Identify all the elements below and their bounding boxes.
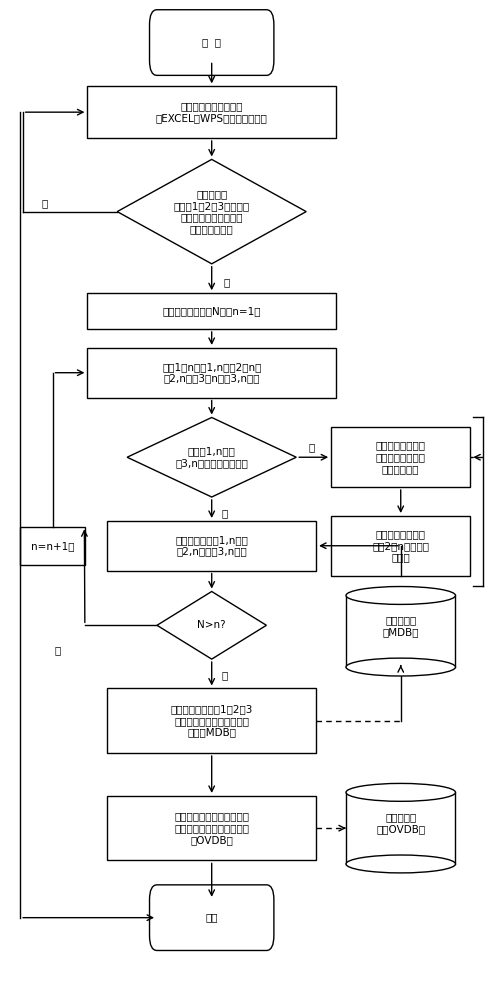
Bar bbox=[20, 527, 85, 565]
Text: 读取电子表格列数N，设n=1；: 读取电子表格列数N，设n=1； bbox=[162, 306, 261, 316]
Bar bbox=[88, 86, 336, 138]
Bar bbox=[331, 427, 470, 487]
Text: 判断（1,n）和
（3,n）是否同时为空？: 判断（1,n）和 （3,n）是否同时为空？ bbox=[175, 446, 248, 468]
Polygon shape bbox=[117, 159, 306, 264]
Ellipse shape bbox=[346, 658, 455, 676]
Polygon shape bbox=[127, 417, 296, 497]
Text: 读取1行n列（1,n）、2行n列
（2,n）和3行n列（3,n）；: 读取1行n列（1,n）、2行n列 （2,n）和3行n列（3,n）； bbox=[162, 362, 262, 384]
Text: 将用户确认后的第1、2、3
行数据最为模板，存入模板
数据库MDB；: 将用户确认后的第1、2、3 行数据最为模板，存入模板 数据库MDB； bbox=[171, 704, 253, 737]
Text: N>n?: N>n? bbox=[197, 620, 226, 630]
Text: 开  始: 开 始 bbox=[202, 38, 221, 48]
Text: 原数据数据
库（OVDB）: 原数据数据 库（OVDB） bbox=[376, 812, 426, 834]
Text: 加载电子表格数据文档
（EXCEL、WPS等）数据文档；: 加载电子表格数据文档 （EXCEL、WPS等）数据文档； bbox=[156, 101, 268, 123]
Polygon shape bbox=[157, 591, 267, 659]
FancyBboxPatch shape bbox=[149, 10, 274, 75]
Text: 模板数据库
（MDB）: 模板数据库 （MDB） bbox=[382, 615, 419, 637]
Text: 结束: 结束 bbox=[205, 913, 218, 923]
Text: 将电子表格数据转换为关系
型数据库，存入原数据数据
库OVDB；: 将电子表格数据转换为关系 型数据库，存入原数据数据 库OVDB； bbox=[174, 812, 249, 845]
Bar bbox=[88, 348, 336, 398]
Ellipse shape bbox=[346, 587, 455, 604]
Text: 利用机器算法，补
充（2，n）的指标
单位；: 利用机器算法，补 充（2，n）的指标 单位； bbox=[372, 529, 429, 562]
Ellipse shape bbox=[346, 783, 455, 801]
FancyBboxPatch shape bbox=[149, 885, 274, 950]
Text: 是: 是 bbox=[221, 508, 227, 518]
Text: 否: 否 bbox=[308, 442, 314, 452]
Text: 是: 是 bbox=[223, 277, 230, 287]
Bar bbox=[107, 796, 316, 860]
Text: n=n+1；: n=n+1； bbox=[31, 541, 74, 551]
Ellipse shape bbox=[346, 855, 455, 873]
Bar bbox=[88, 293, 336, 329]
Bar bbox=[107, 688, 316, 753]
Bar bbox=[107, 521, 316, 571]
Text: 是: 是 bbox=[54, 645, 61, 655]
Text: 利用规则，
判别第1、2、3行是否为
指标名称、指标单位、
指标英文名称？: 利用规则， 判别第1、2、3行是否为 指标名称、指标单位、 指标英文名称？ bbox=[174, 189, 250, 234]
Text: 人工核实修正（1,n）、
（2,n）和（3,n）；: 人工核实修正（1,n）、 （2,n）和（3,n）； bbox=[175, 535, 248, 557]
Text: 利用机器算法，依
据上期模板，补充
完整缺失项；: 利用机器算法，依 据上期模板，补充 完整缺失项； bbox=[376, 441, 426, 474]
Text: 否: 否 bbox=[221, 670, 227, 680]
Bar bbox=[331, 516, 470, 576]
Text: 否: 否 bbox=[42, 199, 48, 209]
